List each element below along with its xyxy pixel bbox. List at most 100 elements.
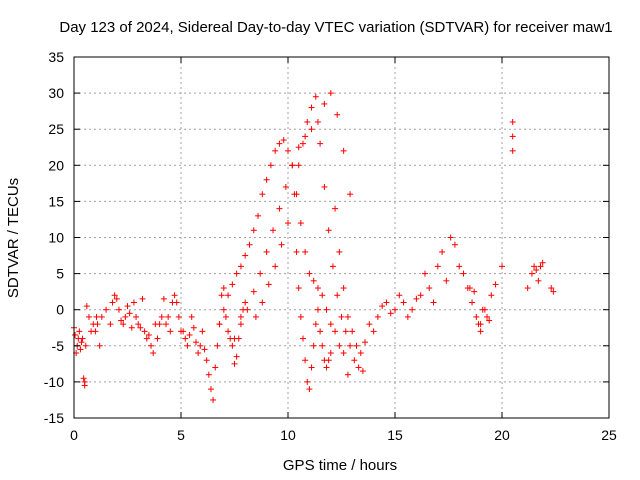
data-point bbox=[272, 263, 279, 270]
data-point bbox=[302, 248, 309, 255]
data-point bbox=[207, 386, 214, 393]
data-point bbox=[78, 339, 85, 346]
data-point bbox=[265, 281, 272, 288]
data-point bbox=[79, 335, 86, 342]
data-point bbox=[267, 162, 274, 169]
data-point bbox=[285, 220, 291, 227]
data-point bbox=[231, 360, 238, 367]
data-point bbox=[439, 248, 446, 255]
data-point bbox=[139, 295, 146, 302]
data-point bbox=[392, 306, 398, 313]
data-point bbox=[188, 313, 195, 320]
x-axis-title: GPS time / hours bbox=[283, 457, 397, 474]
data-point bbox=[321, 183, 328, 190]
data-point bbox=[107, 321, 114, 328]
data-point bbox=[135, 321, 142, 328]
data-point bbox=[484, 313, 491, 320]
data-point bbox=[460, 270, 467, 277]
data-point bbox=[409, 306, 416, 313]
data-point bbox=[171, 292, 178, 299]
data-point bbox=[113, 295, 120, 302]
data-point bbox=[237, 263, 244, 270]
data-point bbox=[323, 364, 330, 371]
data-point bbox=[430, 299, 437, 306]
data-point bbox=[167, 328, 174, 335]
data-point bbox=[387, 310, 394, 317]
data-point bbox=[533, 266, 540, 273]
data-point bbox=[233, 353, 240, 360]
data-point bbox=[537, 263, 544, 270]
data-point bbox=[246, 241, 253, 248]
data-point bbox=[163, 321, 170, 328]
y-tick-label: -5 bbox=[52, 338, 65, 354]
data-point bbox=[225, 292, 232, 299]
data-point bbox=[306, 386, 313, 393]
data-point bbox=[499, 263, 505, 270]
y-tick-label: 30 bbox=[48, 85, 64, 101]
data-point bbox=[509, 147, 516, 154]
data-point bbox=[295, 162, 302, 169]
data-point bbox=[359, 368, 366, 375]
data-point bbox=[156, 321, 163, 328]
data-point bbox=[222, 313, 229, 320]
data-point bbox=[145, 331, 152, 338]
data-point bbox=[308, 126, 315, 133]
data-point bbox=[278, 241, 285, 248]
data-point bbox=[186, 331, 193, 338]
data-point bbox=[528, 270, 535, 277]
data-point bbox=[370, 328, 377, 335]
data-point bbox=[141, 328, 148, 335]
data-point bbox=[92, 328, 99, 335]
data-point bbox=[295, 144, 302, 151]
data-point bbox=[263, 176, 270, 183]
data-point bbox=[182, 335, 189, 342]
data-point bbox=[535, 277, 542, 284]
data-point bbox=[475, 321, 482, 328]
data-point bbox=[317, 140, 324, 147]
data-point bbox=[404, 313, 411, 320]
data-point bbox=[203, 357, 210, 364]
data-point bbox=[327, 350, 334, 357]
data-point bbox=[314, 285, 321, 292]
data-point bbox=[312, 321, 319, 328]
data-point bbox=[319, 342, 326, 349]
data-point bbox=[80, 375, 87, 382]
data-point bbox=[276, 140, 283, 147]
data-point bbox=[340, 285, 347, 292]
data-point bbox=[212, 364, 219, 371]
data-point bbox=[297, 220, 304, 227]
data-point bbox=[321, 100, 328, 107]
data-point bbox=[118, 317, 125, 324]
data-point bbox=[180, 328, 187, 335]
data-point bbox=[317, 328, 324, 335]
data-point bbox=[355, 364, 362, 371]
data-point bbox=[93, 313, 100, 320]
x-tick-label: 5 bbox=[177, 427, 185, 443]
y-tick-label: 15 bbox=[48, 193, 64, 209]
data-point bbox=[195, 350, 202, 357]
chart-title: Day 123 of 2024, Sidereal Day-to-day VTE… bbox=[59, 19, 612, 36]
data-point bbox=[229, 281, 236, 288]
data-point bbox=[81, 378, 88, 385]
data-point bbox=[302, 357, 309, 364]
data-point bbox=[447, 234, 454, 241]
data-point bbox=[214, 342, 221, 349]
data-point bbox=[115, 306, 122, 313]
data-point bbox=[122, 313, 129, 320]
data-point bbox=[201, 346, 208, 353]
data-point bbox=[308, 104, 315, 111]
data-point bbox=[77, 346, 84, 353]
data-point bbox=[319, 292, 326, 299]
data-point bbox=[244, 306, 251, 313]
data-point bbox=[165, 313, 172, 320]
data-point bbox=[340, 147, 347, 154]
data-point bbox=[160, 295, 167, 302]
data-point bbox=[137, 324, 144, 331]
data-point bbox=[400, 299, 407, 306]
data-point bbox=[310, 342, 317, 349]
data-point bbox=[524, 285, 531, 292]
data-point bbox=[469, 299, 476, 306]
data-point bbox=[349, 328, 356, 335]
data-point bbox=[282, 183, 289, 190]
